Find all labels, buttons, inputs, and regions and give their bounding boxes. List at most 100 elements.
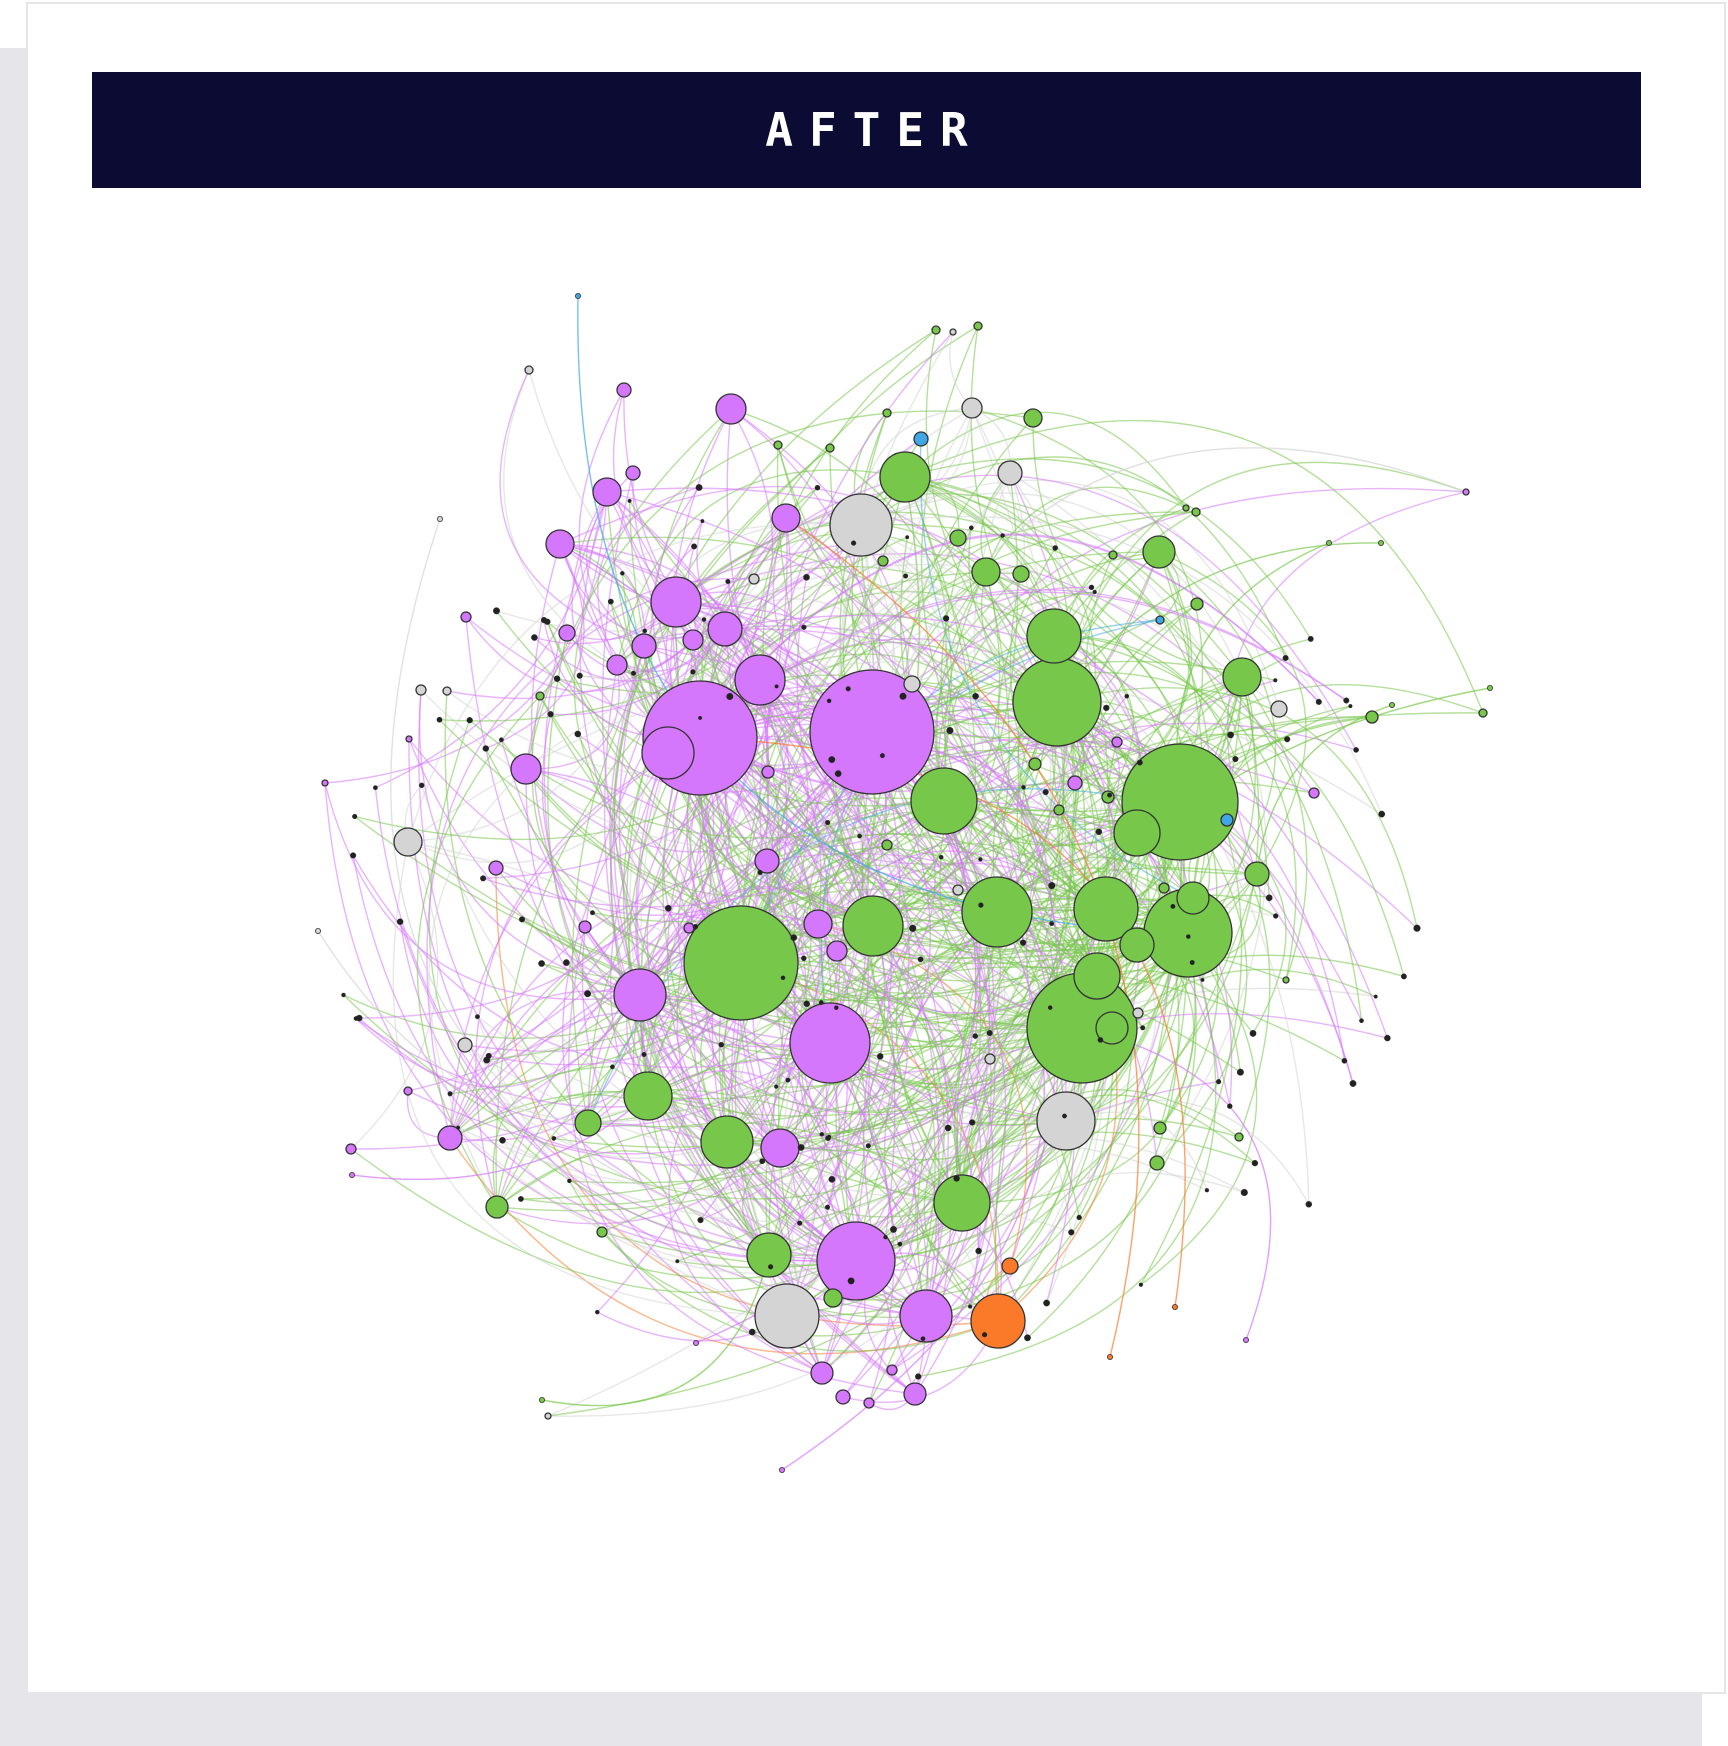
graph-node bbox=[314, 928, 321, 935]
graph-node bbox=[1222, 657, 1262, 697]
graph-node bbox=[718, 1041, 725, 1048]
graph-node bbox=[1243, 1337, 1250, 1344]
graph-edge bbox=[525, 410, 1034, 770]
graph-node bbox=[1043, 1299, 1050, 1307]
graph-node bbox=[1251, 1159, 1259, 1167]
graph-node bbox=[1270, 700, 1288, 718]
graph-node bbox=[701, 617, 707, 622]
graph-node bbox=[519, 916, 525, 923]
graph-edge bbox=[457, 1027, 1083, 1191]
graph-node bbox=[482, 745, 490, 752]
graph-node bbox=[1068, 1229, 1075, 1236]
graph-node bbox=[1076, 1214, 1082, 1221]
graph-node bbox=[845, 686, 851, 692]
graph-node bbox=[350, 852, 357, 859]
graph-node bbox=[456, 1125, 461, 1130]
graph-node bbox=[883, 1234, 888, 1240]
graph-edge bbox=[486, 551, 1160, 1061]
graph-edge bbox=[418, 689, 857, 1262]
graph-node bbox=[818, 1000, 824, 1005]
graph-node bbox=[480, 875, 487, 882]
graph-node bbox=[551, 1136, 557, 1141]
graph-node bbox=[1200, 977, 1205, 982]
graph-node bbox=[1191, 507, 1201, 517]
graph-edge bbox=[949, 331, 973, 409]
graph-node bbox=[1124, 693, 1130, 699]
graph-edge bbox=[840, 524, 1067, 1122]
graph-node bbox=[890, 1225, 897, 1233]
graph-node bbox=[910, 767, 978, 835]
graph-node bbox=[1024, 1334, 1031, 1342]
graph-node bbox=[1136, 759, 1143, 766]
graph-node bbox=[972, 1033, 979, 1039]
graph-node bbox=[345, 1143, 357, 1155]
graph-edge bbox=[488, 517, 788, 1057]
graph-node bbox=[816, 1221, 896, 1301]
graph-node bbox=[882, 408, 892, 418]
graph-node bbox=[447, 1091, 453, 1097]
graph-edge bbox=[476, 1016, 788, 1317]
graph-node bbox=[909, 924, 917, 932]
graph-node bbox=[827, 1134, 832, 1139]
graph-node bbox=[592, 477, 622, 507]
graph-node bbox=[690, 669, 696, 675]
graph-node bbox=[826, 940, 848, 962]
graph-edge bbox=[961, 1094, 1256, 1204]
graph-edge bbox=[317, 930, 831, 1123]
graph-node bbox=[474, 1014, 480, 1020]
graph-node bbox=[1158, 882, 1170, 894]
graph-edge bbox=[496, 524, 862, 632]
graph-node bbox=[1119, 927, 1155, 963]
graph-edge bbox=[350, 841, 439, 1150]
graph-edge bbox=[871, 731, 1231, 1107]
graph-node bbox=[801, 955, 807, 962]
graph-node bbox=[1048, 882, 1056, 890]
graph-edge bbox=[799, 551, 1205, 1224]
graph-node bbox=[437, 1125, 463, 1151]
graph-node bbox=[524, 365, 534, 375]
graph-edge bbox=[1158, 551, 1277, 934]
graph-node bbox=[1487, 685, 1494, 692]
graph-edge bbox=[699, 737, 1007, 1307]
graph-node bbox=[757, 869, 763, 876]
graph-node bbox=[810, 1361, 834, 1385]
graph-node bbox=[797, 1144, 805, 1151]
graph-edge bbox=[449, 912, 921, 1139]
graph-node bbox=[510, 753, 542, 785]
graph-node bbox=[675, 1259, 680, 1264]
graph-node bbox=[574, 1109, 602, 1137]
graph-edge bbox=[571, 491, 669, 754]
graph-node bbox=[946, 726, 954, 735]
graph-node bbox=[754, 848, 780, 874]
graph-node bbox=[1036, 1091, 1096, 1151]
graph-edge bbox=[1111, 968, 1376, 1029]
graph-node bbox=[857, 833, 862, 839]
graph-node bbox=[650, 576, 702, 628]
graph-node bbox=[691, 543, 698, 550]
graph-node bbox=[1142, 535, 1176, 569]
graph-node bbox=[968, 525, 974, 531]
graph-node bbox=[1373, 994, 1378, 999]
graph-node bbox=[1282, 655, 1289, 661]
graph-node bbox=[352, 813, 358, 820]
graph-edge bbox=[904, 411, 1187, 509]
graph-node bbox=[1265, 894, 1273, 902]
graph-node bbox=[692, 923, 699, 930]
graph-node bbox=[828, 1175, 836, 1183]
graph-node bbox=[642, 628, 648, 634]
graph-edge bbox=[578, 389, 701, 739]
graph-node bbox=[558, 624, 576, 642]
graph-node bbox=[1220, 813, 1234, 827]
graph-node bbox=[485, 1052, 492, 1059]
graph-node bbox=[1389, 702, 1396, 709]
graph-edge bbox=[975, 873, 1258, 1037]
graph-node bbox=[1153, 1121, 1167, 1135]
graph-node bbox=[610, 1064, 615, 1070]
graph-edge bbox=[476, 1016, 1067, 1153]
graph-node bbox=[553, 675, 561, 682]
graph-node bbox=[915, 1373, 922, 1380]
graph-node bbox=[842, 895, 904, 957]
graph-edge bbox=[881, 755, 1138, 847]
graph-node bbox=[961, 397, 983, 419]
graph-node bbox=[499, 1137, 506, 1144]
